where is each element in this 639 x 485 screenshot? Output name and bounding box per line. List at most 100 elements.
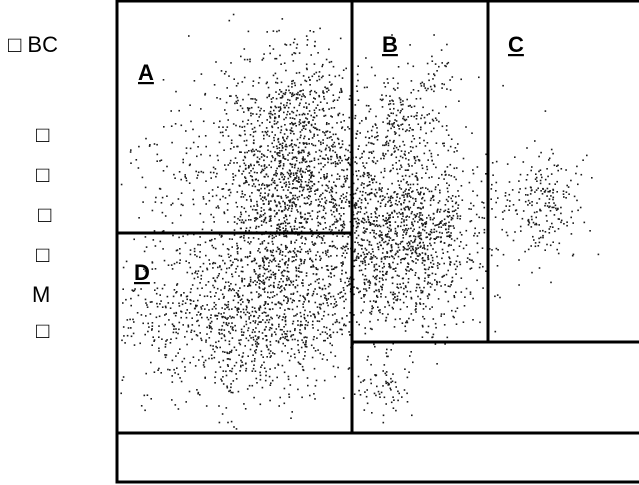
scatter-point (427, 297, 429, 300)
scatter-point (219, 346, 221, 349)
scatter-point (388, 239, 390, 242)
scatter-point (374, 162, 377, 165)
scatter-point (451, 210, 454, 213)
scatter-point (379, 202, 382, 204)
scatter-point (315, 92, 318, 94)
scatter-point (355, 257, 358, 259)
scatter-point (254, 320, 257, 322)
scatter-point (572, 222, 574, 224)
scatter-point (319, 201, 321, 203)
scatter-point (479, 321, 481, 324)
scatter-point (465, 244, 468, 246)
scatter-point (299, 323, 302, 326)
scatter-point (436, 283, 438, 286)
scatter-point (320, 236, 323, 239)
scatter-point (153, 371, 156, 373)
scatter-point (366, 86, 368, 89)
scatter-point (245, 227, 248, 229)
scatter-point (242, 120, 244, 123)
scatter-point (379, 225, 382, 228)
scatter-point (247, 285, 249, 287)
scatter-point (262, 221, 265, 223)
scatter-point (217, 340, 220, 343)
scatter-point (597, 253, 600, 256)
scatter-point (133, 238, 135, 241)
scatter-point (262, 154, 265, 156)
scatter-point (436, 264, 439, 267)
scatter-point (271, 251, 274, 254)
scatter-point (336, 221, 338, 223)
scatter-point (303, 336, 305, 339)
scatter-point (206, 267, 208, 270)
scatter-point (370, 151, 372, 153)
scatter-point (253, 259, 255, 262)
scatter-point (274, 159, 276, 162)
scatter-point (283, 313, 286, 315)
scatter-point (253, 396, 255, 399)
scatter-point (219, 98, 222, 100)
scatter-point (457, 143, 459, 145)
scatter-point (331, 139, 333, 141)
scatter-point (320, 150, 323, 153)
scatter-point (278, 248, 281, 250)
scatter-point (164, 356, 167, 359)
scatter-point (197, 299, 199, 302)
scatter-point (202, 198, 205, 200)
scatter-point (286, 302, 288, 304)
scatter-point (363, 219, 366, 221)
scatter-point (501, 211, 504, 213)
scatter-point (398, 184, 401, 186)
scatter-point (420, 237, 422, 240)
scatter-point (287, 154, 289, 156)
scatter-point (392, 293, 395, 296)
scatter-point (327, 298, 330, 300)
scatter-point (326, 251, 329, 253)
scatter-point (332, 100, 335, 103)
scatter-point (234, 102, 236, 105)
scatter-point (310, 114, 312, 117)
scatter-point (253, 126, 256, 129)
scatter-point (368, 251, 370, 254)
scatter-point (185, 130, 187, 132)
scatter-point (175, 311, 177, 314)
scatter-point (363, 409, 366, 411)
scatter-point (265, 173, 268, 175)
scatter-point (291, 130, 294, 133)
scatter-point (388, 236, 390, 238)
scatter-point (446, 43, 448, 46)
scatter-point (234, 271, 237, 273)
scatter-point (400, 124, 402, 126)
scatter-point (419, 303, 422, 305)
scatter-point (286, 137, 288, 140)
scatter-point (438, 231, 441, 234)
scatter-point (339, 157, 342, 160)
scatter-point (384, 234, 387, 237)
scatter-point (200, 153, 202, 156)
scatter-point (357, 241, 359, 244)
scatter-point (249, 195, 251, 198)
scatter-point (441, 257, 443, 260)
scatter-point (260, 171, 262, 174)
scatter-point (281, 270, 284, 273)
scatter-point (318, 140, 320, 142)
scatter-point (560, 168, 563, 170)
scatter-point (251, 179, 254, 181)
scatter-point (303, 135, 306, 138)
scatter-point (241, 277, 243, 280)
scatter-point (289, 132, 292, 135)
scatter-point (259, 251, 261, 254)
scatter-point (341, 77, 344, 79)
scatter-point (388, 217, 390, 219)
scatter-point (260, 350, 263, 353)
scatter-point (313, 109, 316, 112)
scatter-point (298, 300, 301, 302)
scatter-point (312, 243, 314, 246)
scatter-point (438, 263, 441, 265)
scatter-point (382, 421, 385, 424)
scatter-point (263, 197, 266, 199)
scatter-point (316, 128, 319, 131)
scatter-point (290, 240, 292, 243)
scatter-point (362, 251, 365, 254)
scatter-point (409, 187, 412, 189)
